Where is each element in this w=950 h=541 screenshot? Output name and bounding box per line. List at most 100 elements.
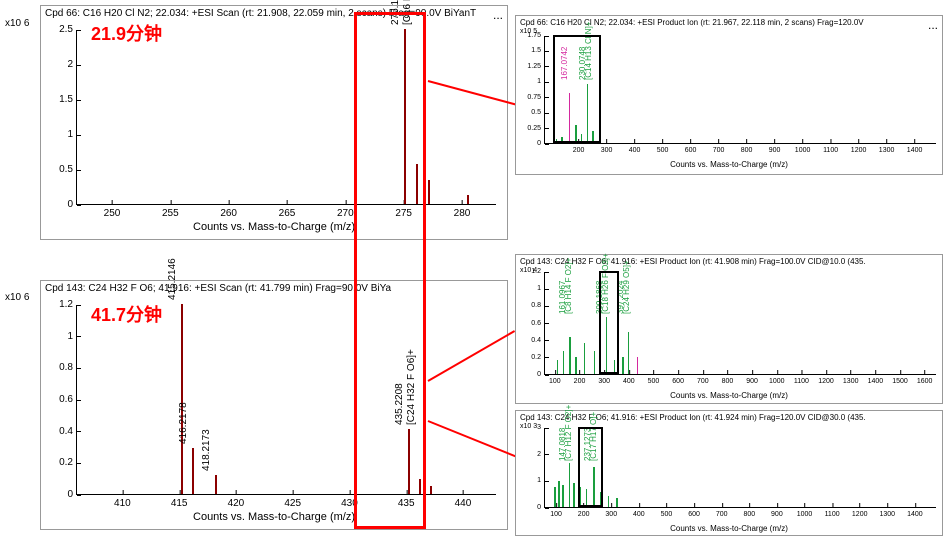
peak-bar [569, 337, 571, 374]
peak-bar [215, 475, 217, 494]
y-tick: 0.2 [531, 354, 545, 361]
x-tick: 260 [220, 204, 237, 219]
inset-highlight-box [553, 35, 601, 143]
x-tick: 270 [337, 204, 354, 219]
x-tick: 1300 [879, 143, 895, 154]
x-tick: 425 [284, 494, 301, 509]
x-tick: 800 [722, 374, 734, 385]
x-tick: 1100 [825, 507, 840, 518]
x-tick: 415 [171, 494, 188, 509]
inset-peak-label: [C24 H29 O5]+ [622, 261, 631, 315]
x-tick: 200 [578, 507, 590, 518]
peak-bar [430, 486, 432, 494]
peak-label: 415.2146 [167, 258, 178, 300]
x-tick: 1000 [797, 507, 813, 518]
x-tick: 700 [716, 507, 728, 518]
peak-bar [622, 357, 624, 374]
x-tick: 600 [685, 143, 697, 154]
y-tick: 0.5 [531, 109, 545, 116]
top-plot: 00.511.522.5250255260265270275280275.133… [76, 30, 496, 205]
y-tick: 0.75 [527, 94, 545, 101]
y-tick: 2 [67, 59, 77, 70]
y-tick: 0 [67, 199, 77, 210]
y-tick: 0.4 [59, 426, 77, 437]
x-tick: 700 [713, 143, 725, 154]
x-tick: 600 [672, 374, 684, 385]
bot-xlabel: Counts vs. Mass-to-Charge (m/z) [193, 511, 355, 523]
peak-bar [192, 448, 194, 494]
x-tick: 1600 [917, 374, 933, 385]
top-ellipsis: ... [493, 8, 503, 22]
y-tick: 0.5 [59, 164, 77, 175]
bottom-main-chart: Cpd 143: C24 H32 F O6; 41.916: +ESI Scan… [40, 280, 508, 530]
x-tick: 1200 [851, 143, 867, 154]
x-tick: 300 [598, 374, 610, 385]
inset-highlight-box [599, 271, 619, 374]
top-main-chart: Cpd 66: C16 H20 Cl N2; 22.034: +ESI Scan… [40, 5, 508, 240]
peak-bar [616, 498, 618, 507]
x-tick: 1100 [794, 374, 809, 385]
x-tick: 300 [601, 143, 613, 154]
y-tick: 3 [537, 424, 545, 431]
x-tick: 410 [114, 494, 131, 509]
x-tick: 400 [633, 507, 645, 518]
peak-bar [557, 360, 559, 374]
peak-bar [558, 481, 560, 507]
x-tick: 265 [279, 204, 296, 219]
y-tick: 1.2 [531, 268, 545, 275]
x-tick: 200 [574, 374, 586, 385]
x-tick: 255 [162, 204, 179, 219]
x-tick: 1300 [843, 374, 859, 385]
x-tick: 900 [746, 374, 758, 385]
peak-bar [467, 195, 469, 204]
x-tick: 800 [743, 507, 755, 518]
top-ymult: x10 6 [5, 18, 29, 29]
inset3-ymult: x10 3 [520, 423, 537, 430]
x-tick: 1200 [818, 374, 834, 385]
y-tick: 0 [67, 489, 77, 500]
x-tick: 1400 [868, 374, 884, 385]
x-tick: 1400 [907, 507, 923, 518]
peak-bar [181, 304, 183, 494]
x-tick: 1000 [795, 143, 811, 154]
x-tick: 900 [771, 507, 783, 518]
x-tick: 1300 [880, 507, 896, 518]
y-tick: 1 [537, 285, 545, 292]
x-tick: 100 [549, 374, 561, 385]
y-tick: 1 [67, 129, 77, 140]
x-tick: 900 [769, 143, 781, 154]
y-tick: 0.6 [531, 320, 545, 327]
x-tick: 1000 [769, 374, 785, 385]
peak-bar [569, 463, 571, 507]
peak-label: 418.2173 [201, 429, 212, 471]
y-tick: 1.5 [59, 94, 77, 105]
peak-bar [554, 487, 556, 507]
bottom-plot: 00.20.40.60.811.241041542042543043544041… [76, 305, 496, 495]
inset2-xlabel: Counts vs. Mass-to-Charge (m/z) [670, 391, 788, 400]
y-tick: 1 [537, 78, 545, 85]
x-tick: 1100 [823, 143, 838, 154]
y-tick: 0.8 [59, 362, 77, 373]
peak-bar [628, 332, 630, 374]
peak-bar [594, 351, 596, 374]
red-highlight-box [354, 12, 426, 529]
inset1-chart: Cpd 66: C16 H20 Cl N2; 22.034: +ESI Prod… [515, 15, 943, 175]
inset3-title: Cpd 143: C24 H32 F O6; 41.916: +ESI Prod… [516, 411, 942, 424]
peak-bar [562, 485, 564, 507]
inset3-chart: Cpd 143: C24 H32 F O6; 41.916: +ESI Prod… [515, 410, 943, 536]
x-tick: 1500 [892, 374, 908, 385]
x-tick: 1400 [907, 143, 923, 154]
x-tick: 800 [741, 143, 753, 154]
inset-highlight-box [578, 427, 603, 507]
peak-bar [637, 357, 639, 374]
y-tick: 0.2 [59, 457, 77, 468]
bot-title: Cpd 143: C24 H32 F O6; 41.916: +ESI Scan… [41, 281, 507, 296]
y-tick: 2.5 [59, 24, 77, 35]
x-tick: 500 [648, 374, 660, 385]
inset2-chart: Cpd 143: C24 H32 F O6; 41.916: +ESI Prod… [515, 254, 943, 404]
y-tick: 0 [537, 371, 545, 378]
x-tick: 300 [605, 507, 617, 518]
y-tick: 0 [537, 504, 545, 511]
x-tick: 440 [455, 494, 472, 509]
y-tick: 2 [537, 451, 545, 458]
